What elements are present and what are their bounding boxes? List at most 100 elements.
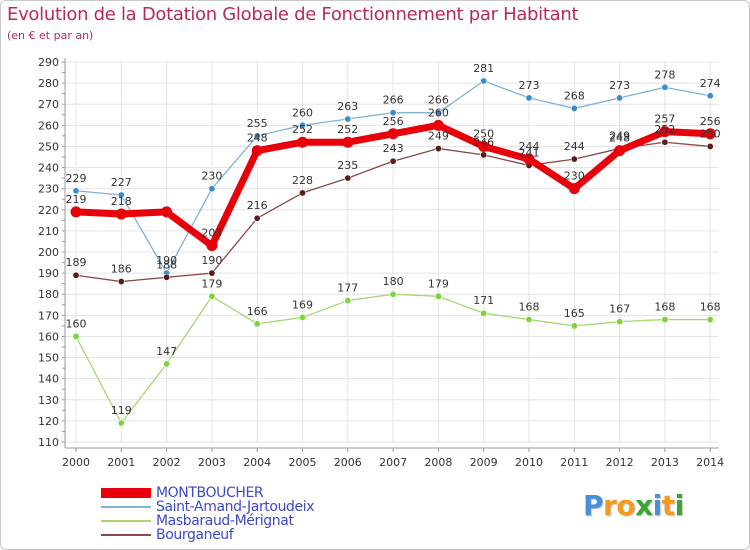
data-label-montboucher: 218 (111, 195, 132, 208)
data-point-masbaraud-merignat (434, 292, 442, 300)
data-point-saint-amand-jartoudeix (570, 104, 578, 112)
legend-label: Masbaraud-Mérignat (156, 513, 294, 529)
logo-letter: x (635, 489, 653, 522)
data-label-bourganeuf: 186 (111, 263, 132, 276)
data-label-saint-amand-jartoudeix: 255 (247, 117, 268, 130)
data-label-montboucher: 248 (609, 132, 630, 145)
data-label-montboucher: 203 (201, 227, 222, 240)
data-label-bourganeuf: 190 (201, 254, 222, 267)
legend-label: Bourganeuf (156, 527, 234, 543)
y-tick-label: 180 (38, 288, 59, 301)
data-point-bourganeuf (706, 142, 714, 150)
data-point-montboucher (161, 206, 173, 218)
y-tick-label: 130 (38, 394, 59, 407)
y-tick-label: 210 (38, 225, 59, 238)
data-point-saint-amand-jartoudeix (389, 109, 397, 117)
y-tick-label: 200 (38, 246, 59, 259)
data-point-saint-amand-jartoudeix (117, 191, 125, 199)
data-label-masbaraud-merignat: 171 (473, 294, 494, 307)
data-label-montboucher: 252 (337, 123, 358, 136)
data-point-montboucher (206, 240, 218, 252)
data-point-bourganeuf (298, 189, 306, 197)
data-label-masbaraud-merignat: 167 (609, 303, 630, 316)
y-tick-label: 260 (38, 119, 59, 132)
data-label-montboucher: 256 (700, 115, 721, 128)
data-label-bourganeuf: 249 (428, 130, 449, 143)
data-point-saint-amand-jartoudeix (616, 94, 624, 102)
data-point-bourganeuf (661, 138, 669, 146)
x-tick-label: 2009 (470, 456, 498, 469)
data-label-saint-amand-jartoudeix: 266 (383, 94, 404, 107)
data-label-masbaraud-merignat: 119 (111, 404, 132, 417)
data-label-montboucher: 256 (383, 115, 404, 128)
y-tick-label: 280 (38, 77, 59, 90)
legend-swatch (101, 506, 151, 508)
data-point-masbaraud-merignat (570, 322, 578, 330)
data-point-montboucher (251, 145, 263, 157)
data-point-bourganeuf (570, 155, 578, 163)
data-point-masbaraud-merignat (661, 316, 669, 324)
data-point-saint-amand-jartoudeix (706, 92, 714, 100)
x-tick-label: 2010 (515, 456, 543, 469)
data-point-montboucher (478, 140, 490, 152)
y-tick-label: 120 (38, 415, 59, 428)
data-point-masbaraud-merignat (163, 360, 171, 368)
data-point-masbaraud-merignat (616, 318, 624, 326)
data-point-saint-amand-jartoudeix (661, 83, 669, 91)
data-point-bourganeuf (253, 214, 261, 222)
data-label-saint-amand-jartoudeix: 190 (156, 254, 177, 267)
data-point-montboucher (297, 136, 308, 148)
y-tick-label: 290 (38, 56, 59, 69)
y-tick-label: 150 (38, 352, 59, 365)
x-tick-label: 2007 (379, 456, 407, 469)
data-point-masbaraud-merignat (389, 290, 397, 298)
data-point-bourganeuf (389, 157, 397, 165)
data-point-bourganeuf (208, 269, 216, 277)
data-label-saint-amand-jartoudeix: 227 (111, 176, 132, 189)
data-point-masbaraud-merignat (117, 419, 125, 427)
data-point-montboucher (659, 126, 671, 138)
data-label-saint-amand-jartoudeix: 266 (428, 94, 449, 107)
data-label-saint-amand-jartoudeix: 273 (609, 79, 630, 92)
chart-title: Evolution de la Dotation Globale de Fonc… (7, 4, 579, 25)
data-point-masbaraud-merignat (344, 297, 352, 305)
x-tick-label: 2012 (606, 456, 634, 469)
data-label-montboucher: 219 (66, 193, 87, 206)
data-point-bourganeuf (344, 174, 352, 182)
y-tick-label: 110 (38, 436, 59, 449)
data-label-masbaraud-merignat: 160 (66, 317, 87, 330)
data-label-montboucher: 257 (654, 113, 675, 126)
data-label-masbaraud-merignat: 169 (292, 298, 313, 311)
logo-letter: i (652, 489, 663, 522)
data-point-bourganeuf (163, 273, 171, 281)
data-label-masbaraud-merignat: 180 (383, 275, 404, 288)
legend-label: Saint-Amand-Jartoudeix (156, 499, 315, 515)
data-point-saint-amand-jartoudeix (480, 77, 488, 85)
data-label-masbaraud-merignat: 147 (156, 345, 177, 358)
data-label-saint-amand-jartoudeix: 230 (201, 170, 222, 183)
y-tick-label: 220 (38, 204, 59, 217)
data-point-masbaraud-merignat (298, 313, 306, 321)
logo-letter: P (583, 489, 604, 522)
data-label-bourganeuf: 189 (66, 256, 87, 269)
data-label-saint-amand-jartoudeix: 260 (292, 106, 313, 119)
data-point-montboucher (568, 183, 580, 195)
x-tick-label: 2008 (424, 456, 452, 469)
data-point-saint-amand-jartoudeix (72, 187, 80, 195)
data-label-bourganeuf: 241 (519, 146, 540, 159)
data-label-bourganeuf: 252 (654, 123, 675, 136)
data-label-masbaraud-merignat: 166 (247, 305, 268, 318)
data-point-saint-amand-jartoudeix (298, 121, 306, 129)
y-tick-label: 250 (38, 140, 59, 153)
y-tick-label: 230 (38, 183, 59, 196)
data-label-saint-amand-jartoudeix: 263 (337, 100, 358, 113)
data-point-saint-amand-jartoudeix (434, 109, 442, 117)
data-point-montboucher (704, 128, 716, 140)
data-label-montboucher: 244 (519, 140, 540, 153)
y-tick-label: 240 (38, 162, 59, 175)
data-point-montboucher (523, 153, 535, 165)
x-tick-label: 2006 (334, 456, 362, 469)
data-label-masbaraud-merignat: 177 (337, 282, 358, 295)
data-point-masbaraud-merignat (253, 320, 261, 328)
